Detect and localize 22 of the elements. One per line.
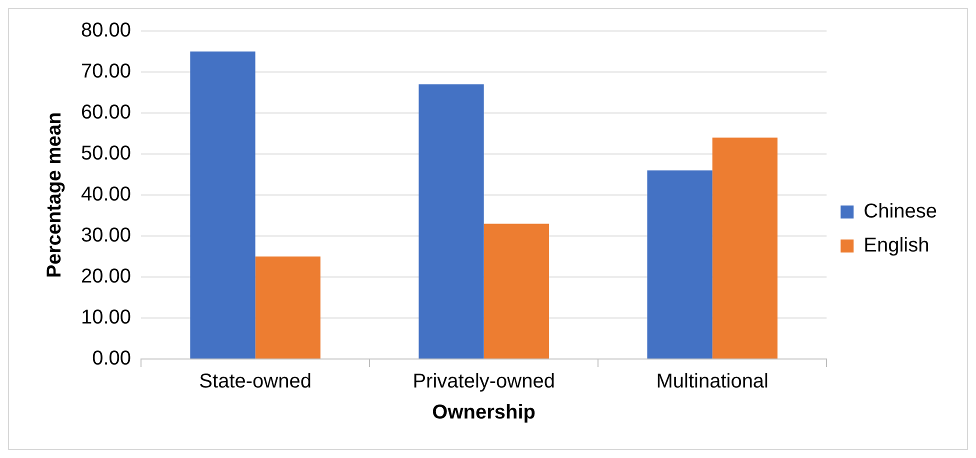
- y-tick-label: 70.00: [80, 60, 132, 83]
- y-tick-label: 20.00: [80, 266, 132, 288]
- y-tick-label: 50.00: [80, 142, 132, 165]
- y-tick-label: 30.00: [80, 224, 132, 247]
- x-tick-label: State-owned: [199, 370, 312, 393]
- x-axis-title: Ownership: [432, 402, 536, 424]
- bar: [418, 84, 484, 358]
- y-tick-label: 40.00: [80, 184, 132, 206]
- bar: [190, 52, 256, 358]
- bar: [255, 256, 320, 358]
- bar: [484, 224, 549, 358]
- y-tick-label: 10.00: [80, 306, 132, 329]
- y-tick-label: 60.00: [80, 102, 132, 124]
- x-tick-label: Multinational: [656, 370, 769, 393]
- bar: [712, 138, 778, 358]
- y-axis-title: Percentage mean: [44, 112, 66, 278]
- legend-label: English: [864, 234, 930, 257]
- x-tick-label: Privately-owned: [412, 370, 555, 393]
- y-tick-label: 80.00: [80, 20, 132, 42]
- y-tick-label: 0.00: [92, 348, 132, 370]
- bar: [647, 170, 712, 358]
- legend-label: Chinese: [864, 200, 938, 223]
